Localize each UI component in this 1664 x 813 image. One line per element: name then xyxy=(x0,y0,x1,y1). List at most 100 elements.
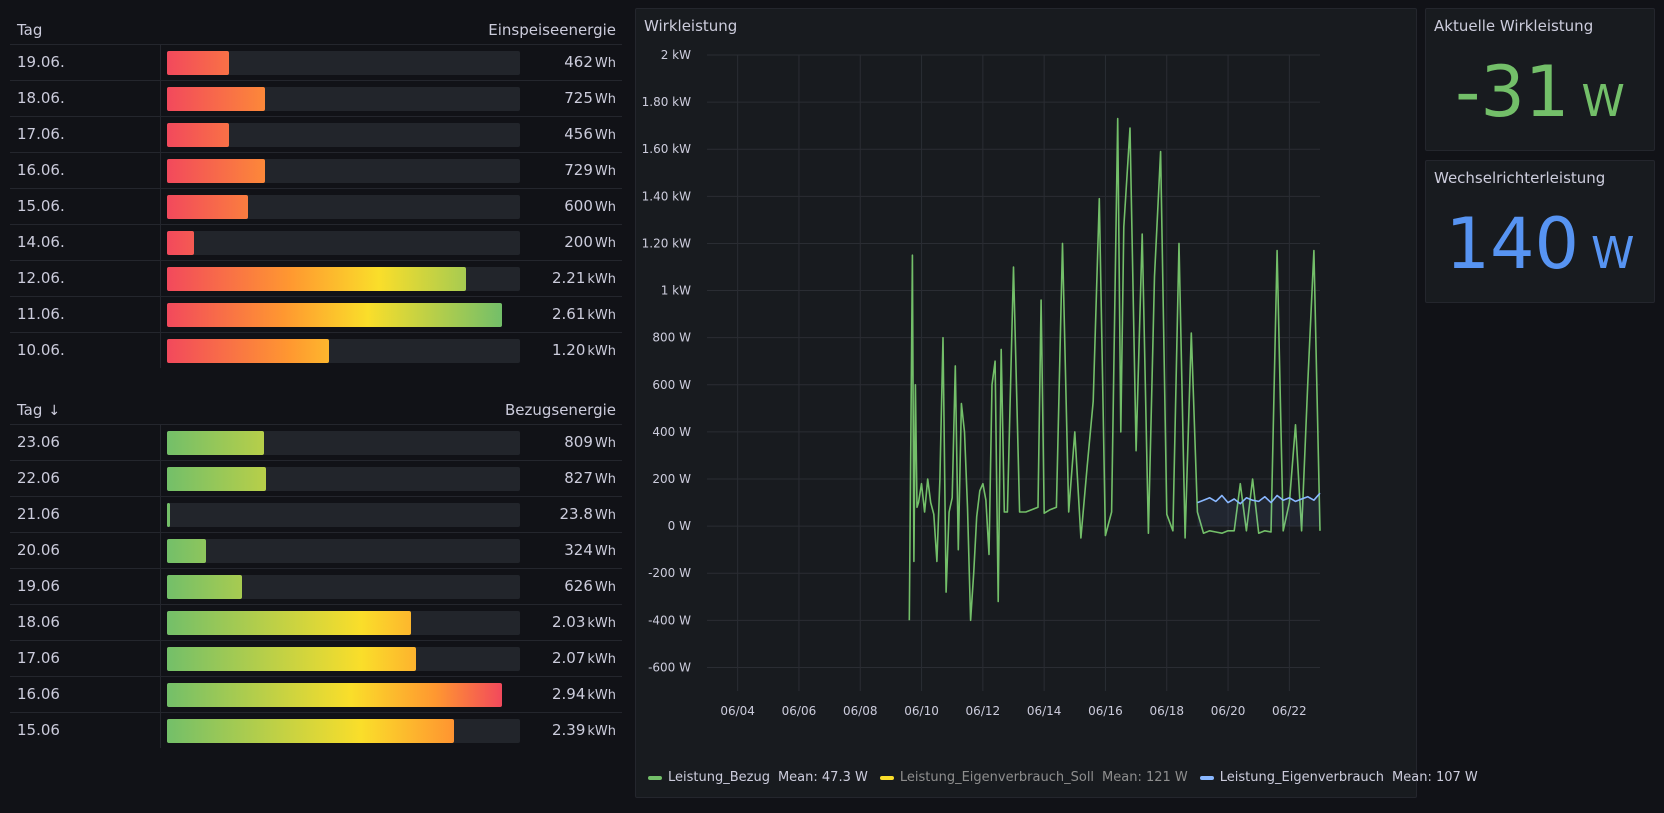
bar-gauge-track xyxy=(167,159,520,183)
x-tick-label: 06/18 xyxy=(1149,704,1184,718)
bar-gauge-track xyxy=(167,503,520,527)
bar-gauge-fill xyxy=(167,339,330,363)
x-tick-label: 06/12 xyxy=(966,704,1001,718)
stat-current-power-unit: W xyxy=(1581,76,1625,127)
series-line-leistung-bezug[interactable] xyxy=(908,117,1321,622)
bar-gauge-track xyxy=(167,719,520,743)
row-value-unit: Wh xyxy=(594,580,616,595)
row-day: 21.06 xyxy=(17,505,60,523)
column-divider xyxy=(160,117,161,152)
legend-series-mean: Mean: 47.3 W xyxy=(777,770,868,785)
row-value-number: 2.94 xyxy=(551,685,586,703)
row-value-number: 600 xyxy=(564,197,593,215)
x-tick-label: 06/16 xyxy=(1088,704,1123,718)
bar-gauge-fill xyxy=(167,195,249,219)
bar-gauge-fill xyxy=(167,431,265,455)
bar-gauge-fill xyxy=(167,611,411,635)
column-header-day[interactable]: Tag xyxy=(17,21,43,39)
row-value-number: 2.39 xyxy=(551,721,586,739)
row-value-number: 626 xyxy=(564,577,593,595)
row-value-unit: Wh xyxy=(594,544,616,559)
table-row: 22.06 827 Wh xyxy=(10,460,622,496)
row-value-unit: Wh xyxy=(594,92,616,107)
x-tick-label: 06/08 xyxy=(843,704,878,718)
row-value: 626 Wh xyxy=(564,577,616,595)
y-tick-label: -200 W xyxy=(648,566,691,580)
bar-gauge-fill xyxy=(167,683,502,707)
column-header-day-label: Tag xyxy=(17,401,43,419)
row-day: 16.06. xyxy=(17,161,65,179)
bar-gauge-track xyxy=(167,467,520,491)
legend-item[interactable]: Leistung_Eigenverbrauch_Soll Mean: 121 W xyxy=(879,770,1188,785)
y-tick-label: 400 W xyxy=(652,425,691,439)
row-value-number: 809 xyxy=(564,433,593,451)
column-divider xyxy=(160,677,161,712)
column-divider xyxy=(160,713,161,748)
row-value-unit: kWh xyxy=(587,272,616,287)
column-header-draw-energy[interactable]: Bezugsenergie xyxy=(504,401,616,419)
table-row: 23.06 809 Wh xyxy=(10,424,622,460)
row-day: 11.06. xyxy=(17,305,65,323)
bar-gauge-fill xyxy=(167,539,206,563)
row-value: 827 Wh xyxy=(564,469,616,487)
y-tick-label: 1 kW xyxy=(661,284,691,298)
y-tick-label: 2 kW xyxy=(661,48,691,62)
legend-series-mean: Mean: 107 W xyxy=(1392,770,1478,785)
row-value-unit: kWh xyxy=(587,652,616,667)
bar-gauge-fill xyxy=(167,231,195,255)
stat-current-power: Aktuelle Wirkleistung -31 W xyxy=(1425,8,1655,151)
table-row: 20.06 324 Wh xyxy=(10,532,622,568)
row-value-unit: Wh xyxy=(594,56,616,71)
row-value: 809 Wh xyxy=(564,433,616,451)
legend-series-name: Leistung_Bezug xyxy=(668,770,770,785)
column-header-day-sorted[interactable]: Tag ↓ xyxy=(17,401,60,419)
row-value-number: 1.20 xyxy=(551,341,586,359)
x-tick-label: 06/04 xyxy=(720,704,755,718)
bar-gauge-track xyxy=(167,195,520,219)
row-day: 18.06 xyxy=(17,613,60,631)
chart-title: Wirkleistung xyxy=(644,17,738,35)
table-row: 11.06. 2.61 kWh xyxy=(10,296,622,332)
y-tick-label: -600 W xyxy=(648,660,691,674)
x-tick-label: 06/14 xyxy=(1027,704,1062,718)
row-value: 2.61 kWh xyxy=(552,305,616,323)
legend-swatch xyxy=(1199,775,1214,780)
power-chart[interactable]: 2 kW 1.80 kW 1.60 kW 1.40 kW 1.20 kW 1 kW 800 … xyxy=(636,9,1418,799)
table-row: 18.06. 725 Wh xyxy=(10,80,622,116)
stat-current-power-value-wrap: -31 W xyxy=(1426,57,1654,127)
row-value: 462 Wh xyxy=(564,53,616,71)
row-value-number: 2.03 xyxy=(551,613,586,631)
legend-item[interactable]: Leistung_Bezug Mean: 47.3 W xyxy=(648,770,868,785)
column-divider xyxy=(160,641,161,676)
row-value-unit: kWh xyxy=(587,688,616,703)
column-header-feed-energy[interactable]: Einspeiseenergie xyxy=(488,21,616,39)
column-divider xyxy=(160,333,161,368)
row-value-number: 827 xyxy=(564,469,593,487)
table-row: 15.06 2.39 kWh xyxy=(10,712,622,748)
y-tick-label: 0 W xyxy=(668,519,691,533)
bar-gauge-track xyxy=(167,267,520,291)
column-divider xyxy=(160,569,161,604)
draw-table-body: 23.06 809 Wh 22.06 827 Wh 21.06 23.8 Wh 20.06 324 W… xyxy=(10,424,622,748)
y-tick-label: -400 W xyxy=(648,613,691,627)
draw-table-header: Tag ↓ Bezugsenergie xyxy=(10,390,622,424)
column-divider xyxy=(160,45,161,80)
row-value-number: 729 xyxy=(564,161,593,179)
bar-gauge-fill xyxy=(167,303,502,327)
row-day: 19.06. xyxy=(17,53,65,71)
y-tick-label: 1.20 kW xyxy=(642,236,691,250)
row-value: 200 Wh xyxy=(564,233,616,251)
row-day: 15.06 xyxy=(17,721,60,739)
row-value-unit: Wh xyxy=(594,164,616,179)
legend-series-name: Leistung_Eigenverbrauch_Soll xyxy=(899,770,1095,785)
row-value-number: 2.61 xyxy=(551,305,586,323)
stat-current-power-value: -31 xyxy=(1455,51,1570,133)
feed-energy-table: Tag Einspeiseenergie 19.06. 462 Wh 18.06. 72… xyxy=(10,10,622,370)
column-divider xyxy=(160,189,161,224)
series-line-leistung-eigenverbrauch[interactable] xyxy=(1197,492,1321,505)
legend-item[interactable]: Leistung_Eigenverbrauch Mean: 107 W xyxy=(1199,770,1478,785)
stat-inverter-power-unit: W xyxy=(1591,228,1635,279)
row-value-unit: Wh xyxy=(594,128,616,143)
row-day: 19.06 xyxy=(17,577,60,595)
bar-gauge-track xyxy=(167,87,520,111)
